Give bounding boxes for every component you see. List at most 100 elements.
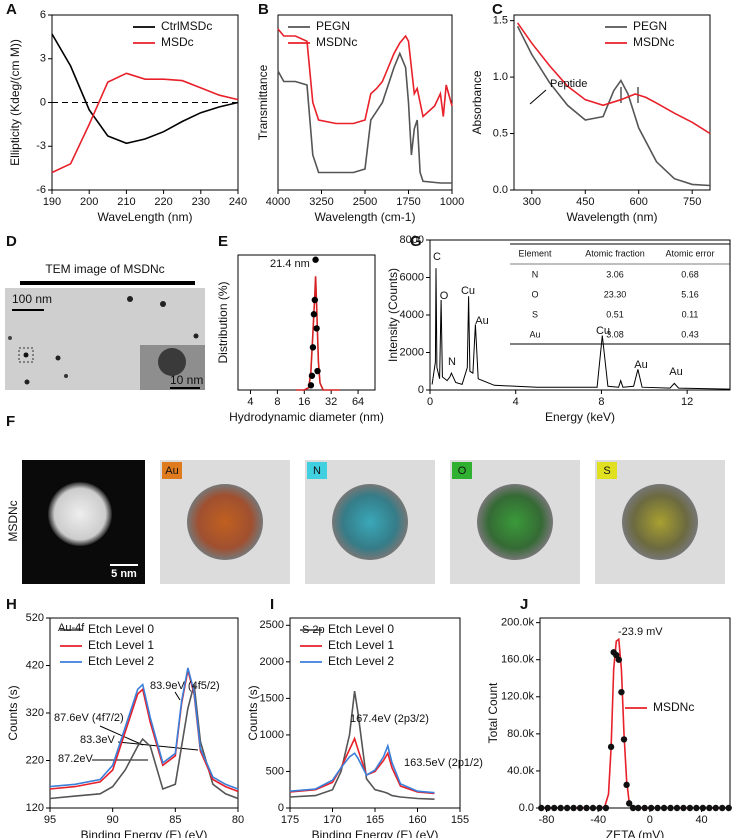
data-point — [673, 804, 681, 812]
data-point — [314, 367, 321, 375]
data-line — [289, 690, 435, 800]
annotation: 83.3eV — [80, 734, 116, 746]
legend-label: Etch Level 0 — [328, 622, 394, 636]
y-tick-label: 2500 — [260, 619, 284, 631]
data-point — [635, 804, 642, 812]
y-tick-label: 160.0k — [501, 654, 535, 666]
particle — [8, 336, 12, 340]
panel-label: E — [218, 233, 228, 250]
table-cell: 23.30 — [604, 289, 627, 299]
x-axis-label: Binding Energy (E) (eV) — [312, 828, 439, 838]
data-line — [516, 25, 711, 187]
x-tick-label: 95 — [44, 814, 56, 826]
y-tick-label: 40.0k — [507, 765, 534, 777]
tem-title: TEM image of MSDNc — [45, 262, 164, 276]
x-tick-label: 165 — [366, 814, 384, 826]
data-line — [296, 276, 340, 391]
y-axis-label: Intensity (Counts) — [386, 268, 400, 362]
x-tick-label: 32 — [325, 396, 337, 408]
particle-map — [187, 484, 263, 560]
annotation: N — [448, 356, 456, 368]
x-tick-label: 200 — [80, 196, 98, 208]
data-point — [623, 781, 630, 789]
data-line — [49, 684, 239, 800]
annotation: Au — [669, 366, 682, 378]
table-cell: N — [532, 269, 539, 279]
data-line — [516, 22, 711, 135]
annotation: 83.9eV (4f5/2) — [150, 680, 220, 692]
element-badge — [452, 462, 472, 479]
particle-zoom — [158, 348, 186, 376]
y-tick-label: 120.0k — [501, 691, 535, 703]
annotation: C — [433, 251, 441, 263]
data-point — [712, 804, 719, 812]
x-tick-label: 85 — [169, 814, 181, 826]
panel-label: G — [410, 233, 422, 250]
x-axis-label: WaveLength (nm) — [98, 210, 193, 224]
table-cell: 0.11 — [682, 309, 699, 319]
data-point — [596, 804, 603, 812]
table-cell: 0.51 — [606, 309, 624, 319]
x-tick-label: 2500 — [353, 196, 377, 208]
data-point — [307, 382, 315, 389]
annotation: 87.6eV (4f7/2) — [54, 712, 124, 724]
annotation: -23.9 mV — [618, 626, 663, 638]
element-badge — [162, 462, 182, 479]
x-tick-label: 190 — [43, 196, 61, 208]
x-tick-label: -40 — [590, 814, 606, 826]
x-tick-label: 450 — [576, 196, 594, 208]
y-axis-label: Counts (s) — [246, 685, 260, 740]
x-tick-label: 0 — [647, 814, 653, 826]
y-tick-label: 1500 — [260, 692, 284, 704]
annotation: Au — [634, 359, 647, 371]
data-point — [680, 804, 687, 812]
y-tick-label: -6 — [36, 184, 46, 196]
x-tick-label: 750 — [683, 196, 701, 208]
x-tick-label: 1750 — [396, 196, 420, 208]
data-point — [544, 804, 551, 812]
table-cell: 3.06 — [606, 269, 624, 279]
y-axis-label: Total Count — [486, 682, 500, 743]
data-point — [625, 800, 633, 807]
data-line — [431, 268, 731, 390]
data-point — [311, 296, 319, 304]
particle — [64, 374, 68, 378]
y-tick-label: 200.0k — [501, 617, 535, 629]
x-tick-label: 8 — [598, 396, 604, 408]
panel-label: B — [258, 1, 269, 18]
annotation: Au-4f — [58, 622, 85, 634]
x-tick-label: 40 — [695, 814, 707, 826]
y-axis-label: Distribution (%) — [216, 281, 230, 363]
annotation: Cu — [461, 285, 475, 297]
y-tick-label: 120 — [26, 802, 44, 814]
data-point — [570, 804, 577, 812]
data-point — [615, 656, 623, 663]
annotation: Cu — [596, 325, 610, 337]
y-tick-label: 320 — [26, 707, 44, 719]
plot-frame — [539, 617, 731, 809]
legend-label: Etch Level 2 — [88, 654, 154, 668]
y-tick-label: 6000 — [400, 271, 424, 283]
data-point — [618, 688, 625, 696]
x-axis-label: Wavelength (nm) — [567, 210, 658, 224]
y-tick-label: 1.0 — [493, 71, 508, 83]
data-point — [309, 344, 317, 351]
y-tick-label: 1.5 — [493, 15, 508, 27]
x-tick-label: 0 — [427, 396, 433, 408]
table-cell: 5.16 — [681, 289, 699, 299]
legend-label: PEGN — [316, 19, 350, 33]
element-label: Au — [165, 465, 178, 477]
panel-label: H — [6, 596, 17, 613]
y-tick-label: 420 — [26, 659, 44, 671]
data-point — [310, 311, 318, 318]
element-badge — [597, 462, 617, 479]
data-point — [725, 804, 732, 812]
y-tick-label: 6 — [40, 9, 46, 21]
x-tick-label: 16 — [298, 396, 310, 408]
data-point — [576, 804, 584, 812]
y-tick-label: -3 — [36, 140, 46, 152]
data-point — [308, 372, 316, 379]
legend-label: Etch Level 1 — [88, 638, 154, 652]
y-tick-label: 2000 — [400, 346, 424, 358]
